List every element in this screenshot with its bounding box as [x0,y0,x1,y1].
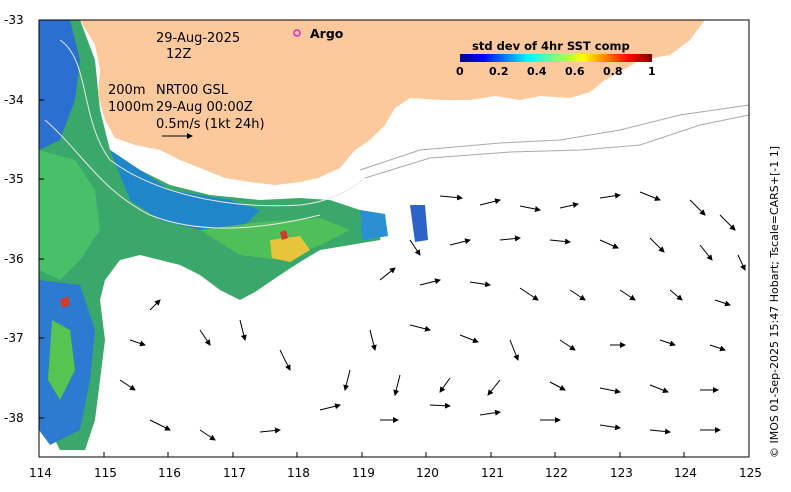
y-tick-label: -38 [4,411,24,425]
colorbar-tick: 0.8 [603,65,623,78]
date-label: 29-Aug-2025 [156,31,240,46]
colorbar-title: std dev of 4hr SST comp [472,39,630,53]
x-tick-label: 118 [287,466,310,480]
x-tick-label: 119 [352,466,375,480]
time-label: 12Z [166,47,192,62]
argo-legend-label: Argo [310,26,344,41]
depth-1000-label: 1000m [108,100,154,115]
x-tick-label: 114 [29,466,52,480]
y-tick-label: -37 [4,331,24,345]
x-axis: 114 115 116 117 118 119 120 121 122 123 … [29,452,762,480]
x-tick-label: 123 [610,466,633,480]
colorbar-tick: 1 [648,65,656,78]
colorbar-tick: 0.4 [527,65,547,78]
depth-200-label: 200m [108,83,145,98]
colorbar-scale [460,54,652,62]
x-tick-label: 124 [674,466,697,480]
x-tick-label: 116 [158,466,181,480]
y-tick-label: -36 [4,252,24,266]
valid-time-label: 29-Aug 00:00Z [156,100,253,115]
product-label: NRT00 GSL [156,83,229,98]
y-tick-label: -35 [4,172,24,186]
x-tick-label: 117 [223,466,246,480]
plot-frame [38,19,750,458]
current-vectors [119,133,746,441]
x-tick-label: 125 [739,466,762,480]
scale-label: 0.5m/s (1kt 24h) [156,117,265,132]
colorbar-tick: 0.6 [565,65,585,78]
y-tick-label: -33 [4,13,24,27]
x-tick-label: 120 [416,466,439,480]
x-tick-label: 121 [481,466,504,480]
colorbar-tick: 0.2 [489,65,509,78]
credit-label: © IMOS 01-Sep-2025 15:47 Hobart; Tscale=… [768,145,781,458]
x-tick-label: 122 [545,466,568,480]
argo-marker-icon [293,29,301,37]
y-axis: -33 -34 -35 -36 -37 -38 [4,13,44,425]
colorbar: std dev of 4hr SST comp 0 0.2 0.4 0.6 0.… [456,39,656,78]
sst-field [39,20,428,450]
y-tick-label: -34 [4,93,24,107]
x-tick-label: 115 [94,466,117,480]
colorbar-tick: 0 [456,65,464,78]
depth-contours [44,39,750,229]
